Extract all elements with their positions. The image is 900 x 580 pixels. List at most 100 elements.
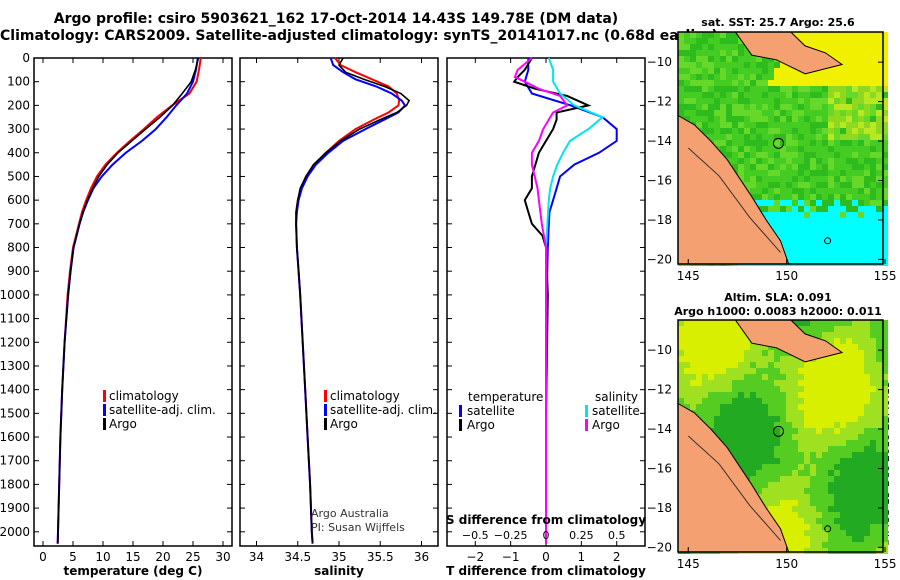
map-cell — [708, 374, 714, 380]
map-cell — [834, 152, 840, 158]
map-cell — [870, 56, 876, 62]
map-cell — [798, 398, 804, 404]
map-cell — [714, 38, 720, 44]
map-cell — [774, 104, 780, 110]
map-cell — [828, 98, 834, 104]
map-cell — [798, 242, 804, 248]
map-cell — [840, 452, 846, 458]
map-cell — [768, 206, 774, 212]
legend-label: Argo — [109, 417, 137, 431]
map-cell — [828, 530, 834, 536]
map-cell — [786, 152, 792, 158]
map-cell — [816, 92, 822, 98]
map-cell — [732, 410, 738, 416]
map-cell — [840, 242, 846, 248]
map-cell — [864, 476, 870, 482]
map-cell — [840, 386, 846, 392]
map-cell — [792, 116, 798, 122]
map-cell — [810, 488, 816, 494]
map-cell — [798, 152, 804, 158]
map-cell — [798, 212, 804, 218]
map-cell — [696, 50, 702, 56]
map-cell — [768, 158, 774, 164]
map-cell — [846, 458, 852, 464]
map-cell — [876, 410, 882, 416]
map-cell — [870, 482, 876, 488]
map-cell — [732, 38, 738, 44]
map-cell — [792, 422, 798, 428]
map-cell — [822, 548, 828, 554]
map-cell — [858, 386, 864, 392]
map-cell — [852, 242, 858, 248]
map-cell — [744, 158, 750, 164]
map-cell — [726, 44, 732, 50]
map-cell — [858, 488, 864, 494]
map-lon-label: 155 — [874, 269, 897, 283]
map-cell — [732, 128, 738, 134]
map-cell — [834, 200, 840, 206]
map-cell — [822, 368, 828, 374]
map-cell — [732, 98, 738, 104]
map-cell — [744, 164, 750, 170]
map-cell — [852, 326, 858, 332]
map-cell — [780, 416, 786, 422]
map-cell — [852, 236, 858, 242]
map-cell — [846, 536, 852, 542]
map-cell — [858, 428, 864, 434]
map-cell — [804, 494, 810, 500]
map-cell — [720, 44, 726, 50]
map-cell — [876, 326, 882, 332]
map-cell — [876, 482, 882, 488]
map-cell — [762, 200, 768, 206]
map-cell — [846, 116, 852, 122]
map-cell — [846, 98, 852, 104]
map-cell — [840, 356, 846, 362]
map-cell — [852, 116, 858, 122]
map-cell — [852, 410, 858, 416]
map-cell — [810, 104, 816, 110]
map-cell — [720, 110, 726, 116]
map-cell — [828, 158, 834, 164]
map-cell — [864, 404, 870, 410]
map-cell — [882, 38, 888, 44]
map-cell — [822, 194, 828, 200]
map-cell — [870, 242, 876, 248]
depth-tick-label: 900 — [7, 264, 30, 278]
map-cell — [786, 380, 792, 386]
map-cell — [864, 218, 870, 224]
map-cell — [846, 188, 852, 194]
map-cell — [684, 368, 690, 374]
map-cell — [804, 482, 810, 488]
map-cell — [708, 356, 714, 362]
map-cell — [822, 80, 828, 86]
map-cell — [846, 236, 852, 242]
map-cell — [750, 68, 756, 74]
map-cell — [852, 80, 858, 86]
map-cell — [822, 416, 828, 422]
map-cell — [858, 530, 864, 536]
map-cell — [798, 74, 804, 80]
map-cell — [732, 56, 738, 62]
map-cell — [720, 98, 726, 104]
map-cell — [882, 50, 888, 56]
map-cell — [816, 128, 822, 134]
map-cell — [786, 476, 792, 482]
map-cell — [804, 212, 810, 218]
map-cell — [780, 68, 786, 74]
map-cell — [828, 476, 834, 482]
map-cell — [876, 398, 882, 404]
map-cell — [852, 320, 858, 326]
map-cell — [726, 128, 732, 134]
map-cell — [684, 98, 690, 104]
map-cell — [858, 260, 864, 266]
map-cell — [786, 236, 792, 242]
map-cell — [858, 176, 864, 182]
map-cell — [810, 212, 816, 218]
map-cell — [690, 74, 696, 80]
map-cell — [858, 110, 864, 116]
new-guinea-landmass — [734, 319, 844, 363]
map-cell — [870, 332, 876, 338]
map-cell — [768, 116, 774, 122]
map-cell — [828, 116, 834, 122]
map-cell — [858, 524, 864, 530]
